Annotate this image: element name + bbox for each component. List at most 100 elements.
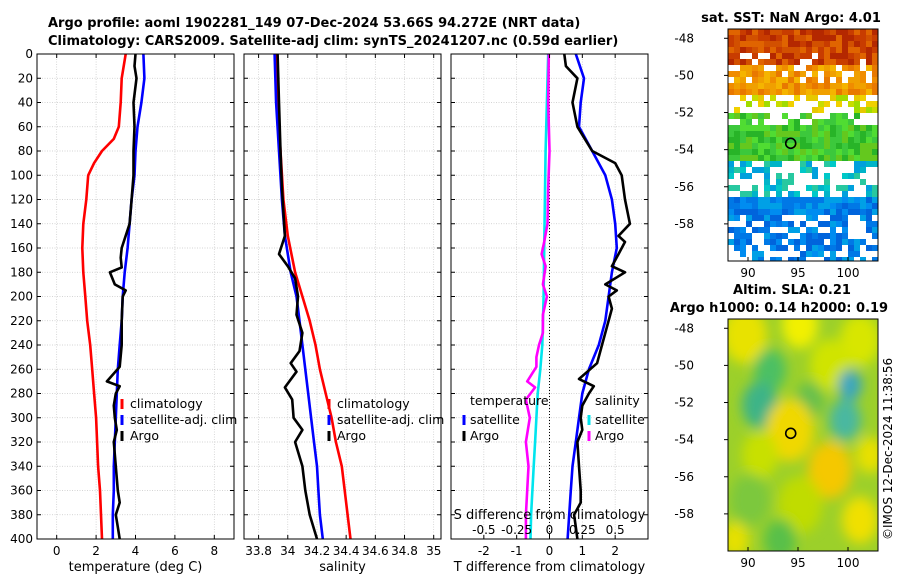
sst-cell xyxy=(836,101,842,107)
sst-cell xyxy=(752,209,758,215)
sst-cell xyxy=(758,71,764,77)
sst-cell xyxy=(764,101,770,107)
sst-cell xyxy=(728,71,734,77)
sst-cell xyxy=(872,155,878,161)
sst-cell xyxy=(812,107,818,113)
sst-cell xyxy=(740,35,746,41)
legend-label: climatology xyxy=(337,396,410,411)
sst-cell xyxy=(728,53,734,59)
sst-cell xyxy=(842,203,848,209)
sst-cell xyxy=(788,89,794,95)
sst-cell xyxy=(746,209,752,215)
sst-cell xyxy=(800,143,806,149)
sst-cell xyxy=(800,71,806,77)
sst-cell xyxy=(812,185,818,191)
sst-cell xyxy=(848,119,854,125)
sla-blob xyxy=(856,436,878,474)
y-tick-label: 220 xyxy=(10,314,33,328)
sst-cell xyxy=(782,101,788,107)
sst-cell xyxy=(842,65,848,71)
sst-cell xyxy=(824,209,830,215)
sst-cell xyxy=(740,227,746,233)
sst-cell xyxy=(788,155,794,161)
sst-cell xyxy=(866,47,872,53)
sst-cell xyxy=(764,191,770,197)
sst-cell xyxy=(764,227,770,233)
sst-cell xyxy=(836,215,842,221)
sst-cell xyxy=(812,203,818,209)
sst-cell xyxy=(758,143,764,149)
x-tick-label-top: 0 xyxy=(546,523,554,537)
sst-cell xyxy=(812,137,818,143)
sst-cell xyxy=(776,197,782,203)
sst-cell xyxy=(866,59,872,65)
sst-cell xyxy=(818,251,824,257)
sst-cell xyxy=(806,65,812,71)
sst-cell xyxy=(758,197,764,203)
sst-cell xyxy=(758,167,764,173)
sst-cell xyxy=(746,215,752,221)
sst-cell xyxy=(836,185,842,191)
sst-cell xyxy=(764,179,770,185)
sst-cell xyxy=(758,149,764,155)
sst-cell xyxy=(776,77,782,83)
sst-cell xyxy=(728,227,734,233)
sst-cell xyxy=(734,227,740,233)
sst-cell xyxy=(752,143,758,149)
sst-cell xyxy=(818,209,824,215)
sst-cell xyxy=(872,203,878,209)
sst-cell xyxy=(860,203,866,209)
sst-cell xyxy=(842,89,848,95)
x-tick-label: 34.2 xyxy=(304,544,331,558)
sst-cell xyxy=(752,185,758,191)
sst-cell xyxy=(854,203,860,209)
sst-cell xyxy=(824,101,830,107)
sst-cell xyxy=(806,95,812,101)
sst-cell xyxy=(806,227,812,233)
sst-cell xyxy=(824,77,830,83)
sst-cell xyxy=(752,245,758,251)
sst-cell xyxy=(806,251,812,257)
sst-cell xyxy=(866,41,872,47)
sst-cell xyxy=(848,203,854,209)
sst-cell xyxy=(842,47,848,53)
sst-cell xyxy=(854,41,860,47)
sst-cell xyxy=(848,29,854,35)
sst-cell xyxy=(782,155,788,161)
sst-cell xyxy=(782,59,788,65)
legend-label: Argo xyxy=(130,428,159,443)
sst-cell xyxy=(860,29,866,35)
sst-cell xyxy=(788,83,794,89)
sst-cell xyxy=(848,173,854,179)
sst-cell xyxy=(836,239,842,245)
sst-cell xyxy=(872,209,878,215)
sst-cell xyxy=(734,203,740,209)
sst-cell xyxy=(842,95,848,101)
sst-cell xyxy=(788,59,794,65)
sst-cell xyxy=(734,89,740,95)
sst-cell xyxy=(746,131,752,137)
sst-cell xyxy=(782,131,788,137)
sst-cell xyxy=(872,101,878,107)
sla-blob xyxy=(808,441,852,499)
x-tick-label: -2 xyxy=(478,544,490,558)
sst-cell xyxy=(800,41,806,47)
sst-cell xyxy=(842,125,848,131)
sst-cell xyxy=(872,161,878,167)
sst-cell xyxy=(854,239,860,245)
sst-cell xyxy=(794,89,800,95)
sst-cell xyxy=(770,233,776,239)
sst-cell xyxy=(854,167,860,173)
sla-blob xyxy=(742,431,778,479)
sst-cell xyxy=(776,29,782,35)
sst-cell xyxy=(758,89,764,95)
sst-cell xyxy=(776,83,782,89)
sst-cell xyxy=(770,203,776,209)
sst-cell xyxy=(764,239,770,245)
sst-cell xyxy=(734,41,740,47)
y-tick-label: 260 xyxy=(10,362,33,376)
sst-cell xyxy=(770,215,776,221)
sst-cell xyxy=(824,191,830,197)
sst-cell xyxy=(866,155,872,161)
sst-cell xyxy=(818,239,824,245)
